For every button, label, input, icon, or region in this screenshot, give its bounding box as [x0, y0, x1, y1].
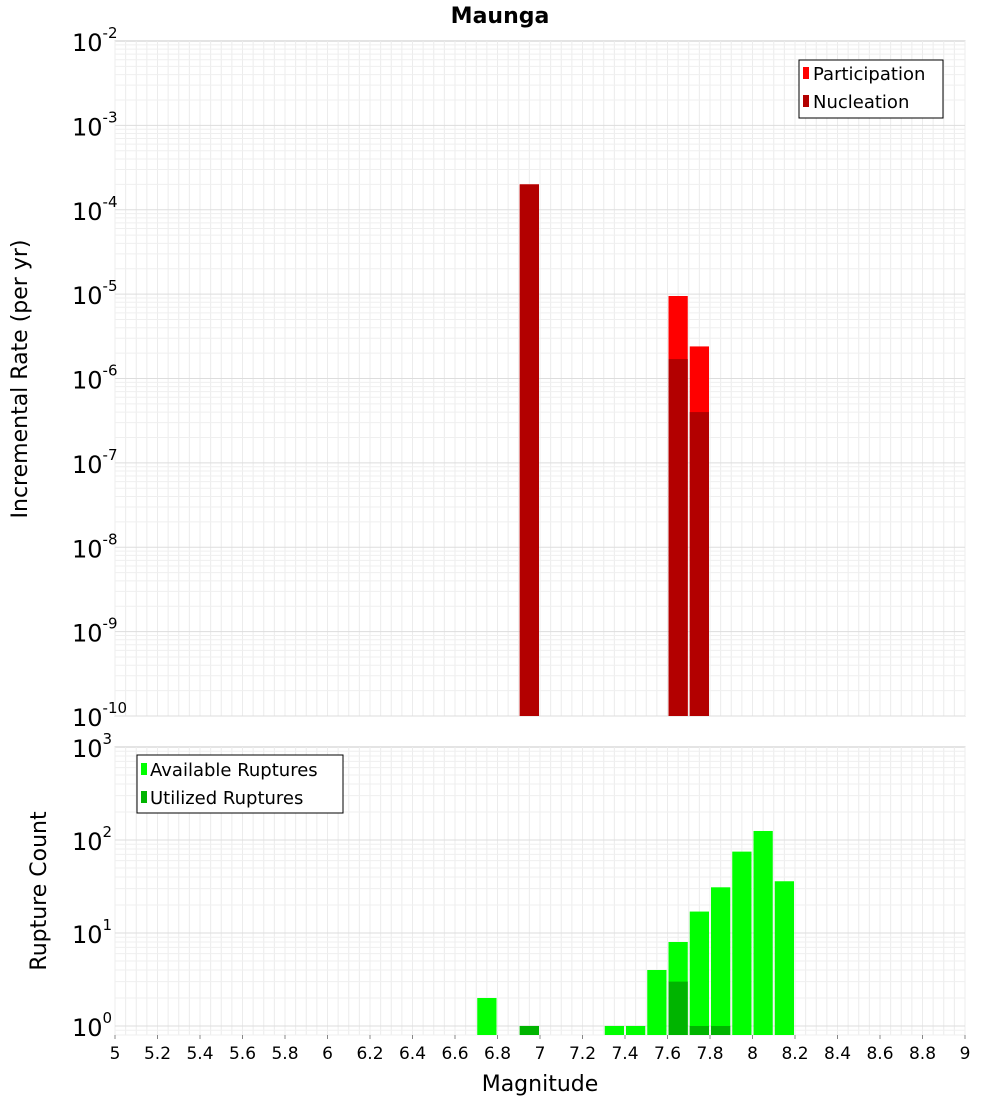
- x-tick-label: 8.6: [866, 1044, 893, 1064]
- available-legend-swatch: [141, 763, 147, 775]
- x-tick-label: 5.6: [229, 1044, 256, 1064]
- x-tick-label: 9: [960, 1044, 971, 1064]
- rate-y-tick-label: 10-10: [72, 699, 127, 732]
- count-bar-available-ruptures-10: [774, 881, 794, 1035]
- rate-y-tick-label: 10-3: [72, 108, 118, 141]
- rate-y-tick-label: 10-4: [72, 193, 118, 226]
- count-bar-available-ruptures-3: [626, 1025, 646, 1035]
- rate-bar-nucleation-1: [668, 359, 688, 716]
- rate-bar-nucleation-2: [689, 412, 709, 716]
- count-bar-available-ruptures-9: [753, 830, 773, 1035]
- nucleation-legend-label: Nucleation: [813, 92, 909, 113]
- utilized-legend-label: Utilized Ruptures: [150, 788, 303, 809]
- count-bar-available-ruptures-0: [477, 997, 497, 1035]
- count-y-tick-label: 103: [72, 730, 112, 763]
- available-legend-label: Available Ruptures: [150, 760, 318, 781]
- count-panel: 100 101 102 103 5 5.2 5.4 5.6 5.8 6 6.2 6.4 6.6 6.8 7…: [27, 730, 970, 1097]
- x-tick-label: 8.2: [781, 1044, 808, 1064]
- count-bar-utilized-ruptures-3: [711, 1025, 731, 1035]
- count-bar-available-ruptures-2: [604, 1025, 624, 1035]
- x-axis-title: Magnitude: [482, 1072, 599, 1097]
- x-tick-label: 8: [747, 1044, 758, 1064]
- x-tick-label: 5.2: [144, 1044, 171, 1064]
- x-tick-label: 5.8: [271, 1044, 298, 1064]
- rate-bar-nucleation-0: [519, 184, 539, 717]
- rate-legend-box: [798, 59, 944, 119]
- nucleation-legend-swatch: [803, 95, 809, 107]
- count-y-tick-label: 100: [72, 1009, 112, 1042]
- x-tick-label: 6.4: [399, 1044, 426, 1064]
- x-tick-label: 7.6: [654, 1044, 681, 1064]
- count-bar-utilized-ruptures-1: [668, 981, 688, 1035]
- rate-panel: 10-10 10-9 10-8 10-7 10-6 10-5 10-4 10-3 10-2 In…: [8, 24, 966, 732]
- utilized-legend-swatch: [141, 791, 147, 803]
- count-y-tick-labels: 100 101 102 103: [72, 730, 112, 1042]
- count-legend-box: [136, 754, 344, 814]
- count-legend: Available Ruptures Utilized Ruptures: [136, 754, 344, 814]
- x-tick-label: 6.6: [441, 1044, 468, 1064]
- count-bar-available-ruptures-4: [647, 969, 667, 1035]
- count-bar-available-ruptures-8: [732, 851, 752, 1035]
- x-tick-label: 5: [110, 1044, 121, 1064]
- count-y-axis-title: Rupture Count: [27, 811, 52, 971]
- x-tick-labels: 5 5.2 5.4 5.6 5.8 6 6.2 6.4 6.6 6.8 7 7.2 7.4 7.6 7.8 8…: [110, 1035, 971, 1064]
- rate-y-axis-title: Incremental Rate (per yr): [8, 240, 33, 519]
- count-y-tick-label: 102: [72, 823, 112, 856]
- count-y-tick-label: 101: [72, 916, 112, 949]
- x-tick-label: 7: [535, 1044, 546, 1064]
- rate-y-tick-label: 10-6: [72, 362, 118, 395]
- count-bars: [477, 830, 794, 1035]
- rate-y-tick-label: 10-8: [72, 530, 118, 563]
- x-tick-label: 7.8: [696, 1044, 723, 1064]
- x-tick-label: 8.8: [909, 1044, 936, 1064]
- rate-y-tick-label: 10-5: [72, 277, 118, 310]
- participation-legend-swatch: [803, 67, 809, 79]
- rate-bars: [519, 184, 709, 717]
- rate-y-tick-label: 10-2: [72, 24, 118, 57]
- x-tick-label: 6.8: [484, 1044, 511, 1064]
- x-tick-label: 6: [322, 1044, 333, 1064]
- count-bar-utilized-ruptures-2: [689, 1025, 709, 1035]
- x-tick-label: 7.4: [611, 1044, 638, 1064]
- count-bar-available-ruptures-7: [711, 887, 731, 1035]
- rate-y-tick-label: 10-9: [72, 615, 118, 648]
- chart-title: Maunga: [451, 4, 550, 29]
- rate-y-tick-label: 10-7: [72, 446, 118, 479]
- rate-legend: Participation Nucleation: [798, 59, 944, 119]
- rate-gridlines: [114, 41, 966, 717]
- x-tick-label: 7.2: [569, 1044, 596, 1064]
- x-tick-label: 5.4: [186, 1044, 213, 1064]
- count-bar-utilized-ruptures-0: [519, 1025, 539, 1035]
- count-bar-available-ruptures-6: [689, 911, 709, 1035]
- x-tick-label: 8.4: [824, 1044, 851, 1064]
- participation-legend-label: Participation: [813, 64, 925, 85]
- rate-y-tick-labels: 10-10 10-9 10-8 10-7 10-6 10-5 10-4 10-3 10-2: [72, 24, 127, 732]
- x-tick-label: 6.2: [356, 1044, 383, 1064]
